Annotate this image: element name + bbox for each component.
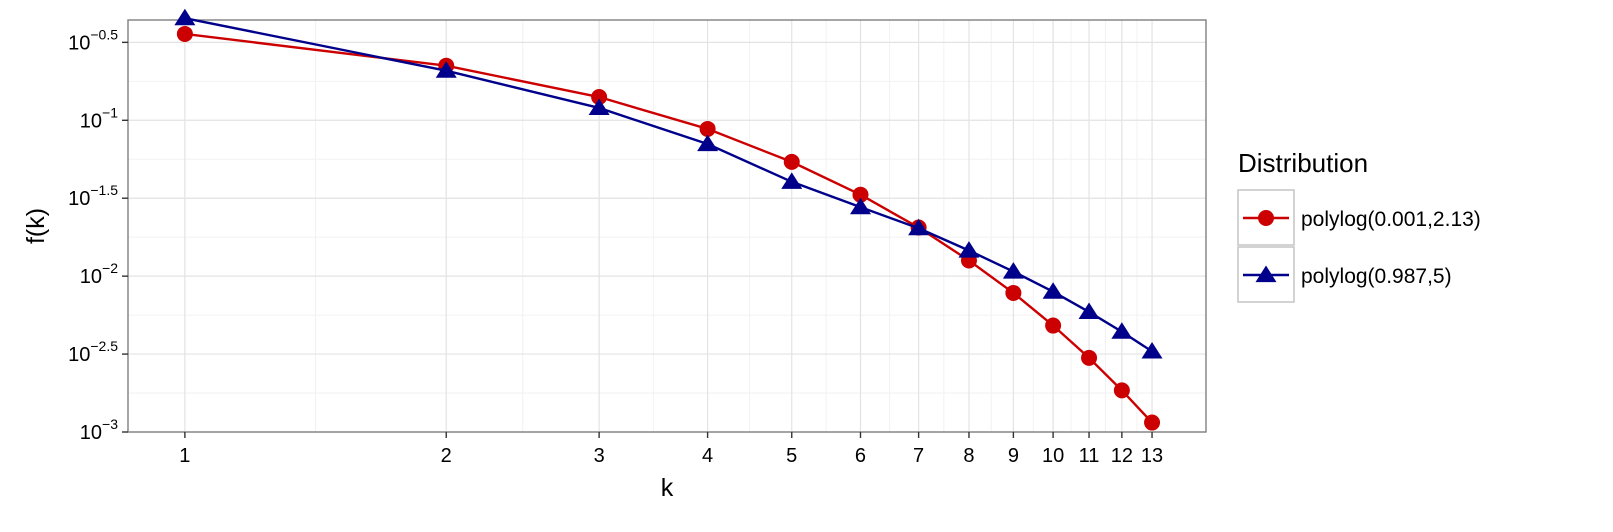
x-tick-label: 9 (1008, 445, 1019, 467)
x-axis-title: k (661, 474, 674, 502)
data-point (1081, 349, 1098, 366)
legend-item-2: polylog(0.987,5) (1237, 246, 1452, 303)
grid-minor (128, 20, 1206, 432)
x-tick-label: 6 (855, 445, 866, 467)
y-tick-exponent: −2 (102, 260, 118, 276)
plot-border (127, 19, 1207, 433)
legend-marker (1255, 265, 1277, 283)
data-point (176, 25, 193, 42)
data-point (849, 197, 871, 215)
x-tick-label: 10 (1042, 445, 1064, 467)
y-axis-title: f(k) (22, 208, 50, 244)
legend-items: polylog(0.001,2.13) polylog(0.987,5) (1237, 189, 1481, 303)
legend: Distribution polylog(0.001,2.13)polylog(… (1237, 148, 1481, 303)
y-tick-label: 10−1 (80, 104, 118, 132)
data-point (1141, 341, 1163, 359)
data-point (1111, 322, 1133, 339)
y-tick-label: 10−2.5 (68, 338, 118, 366)
y-tick-base: 10 (68, 32, 90, 54)
x-tick-label: 5 (786, 445, 797, 467)
x-tick-label: 11 (1079, 445, 1100, 467)
data-point (958, 241, 980, 258)
data-point (908, 218, 930, 236)
x-tick-label: 7 (913, 445, 924, 467)
x-tick-label: 8 (963, 445, 974, 467)
y-axis: 10−0.510−110−1.510−210−2.510−3 (68, 26, 128, 444)
x-tick-label: 12 (1111, 445, 1133, 467)
data-point (1042, 282, 1064, 299)
y-tick-base: 10 (80, 110, 102, 132)
data-point (435, 61, 457, 78)
data-point (588, 98, 610, 116)
data-point (1005, 284, 1022, 301)
data-point (1078, 302, 1100, 320)
plot-panel (128, 20, 1206, 432)
y-tick-exponent: −3 (102, 416, 118, 432)
x-tick-label: 13 (1141, 445, 1163, 467)
y-tick-exponent: −1.5 (90, 182, 118, 198)
legend-label: polylog(0.987,5) (1301, 265, 1452, 288)
data-point (591, 89, 608, 106)
y-tick-label: 10−2 (80, 260, 118, 288)
data-point (1113, 382, 1130, 399)
x-tick-label: 3 (594, 445, 605, 467)
series-2 (174, 8, 1163, 359)
y-tick-exponent: −1 (102, 104, 118, 120)
x-tick-label: 1 (179, 445, 190, 467)
y-tick-label: 10−3 (80, 416, 118, 444)
y-tick-label: 10−1.5 (68, 182, 118, 210)
x-tick-label: 4 (702, 445, 713, 467)
y-tick-exponent: −0.5 (90, 26, 118, 42)
data-point (1144, 414, 1161, 431)
data-point (1002, 262, 1024, 279)
y-tick-base: 10 (80, 422, 102, 444)
legend-label: polylog(0.001,2.13) (1301, 208, 1481, 231)
data-point (852, 186, 869, 203)
series-layer (174, 8, 1163, 431)
data-point (697, 134, 719, 152)
data-point (174, 8, 196, 26)
data-point (781, 172, 803, 189)
legend-marker (1258, 210, 1274, 226)
y-tick-base: 10 (80, 266, 102, 288)
legend-title: Distribution (1238, 148, 1368, 178)
y-tick-exponent: −2.5 (90, 338, 118, 354)
data-point (1045, 317, 1062, 334)
y-tick-label: 10−0.5 (68, 26, 118, 54)
y-tick-base: 10 (68, 188, 90, 210)
legend-item-1: polylog(0.001,2.13) (1237, 189, 1481, 246)
data-point (783, 153, 800, 170)
y-tick-base: 10 (68, 344, 90, 366)
data-point (699, 120, 716, 137)
x-axis: 1 2 3 4 5 6 7 8 9 10 11 12 13 (179, 432, 1163, 467)
x-tick-label: 2 (441, 445, 452, 467)
